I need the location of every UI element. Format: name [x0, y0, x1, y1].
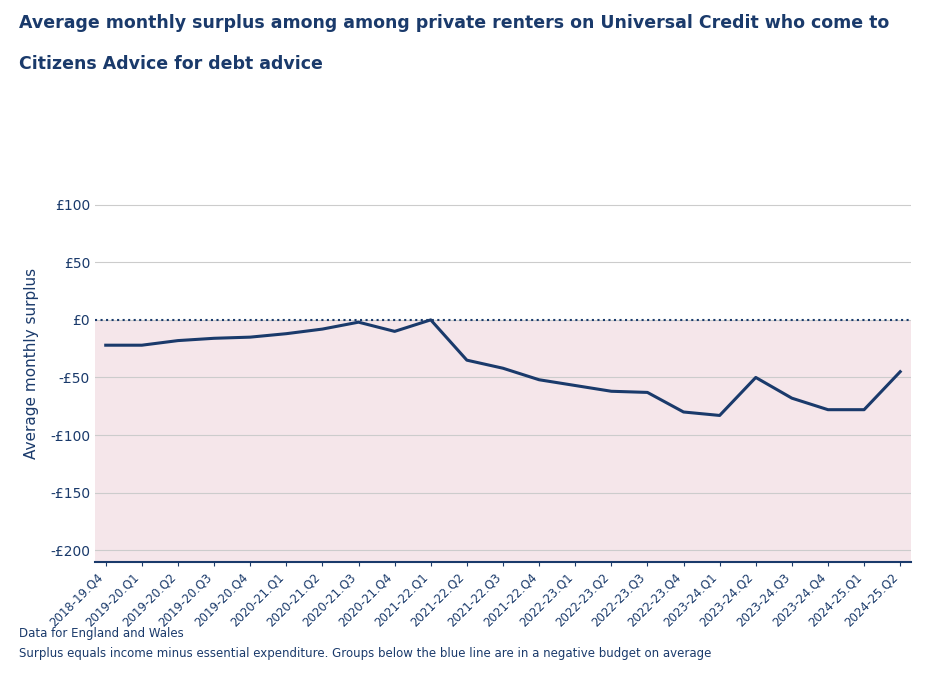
Text: Data for England and Wales: Data for England and Wales: [19, 627, 184, 640]
Text: Citizens Advice for debt advice: Citizens Advice for debt advice: [19, 55, 323, 73]
Text: Surplus equals income minus essential expenditure. Groups below the blue line ar: Surplus equals income minus essential ex…: [19, 647, 712, 660]
Bar: [95, 320, 911, 562]
Text: Average monthly surplus among among private renters on Universal Credit who come: Average monthly surplus among among priv…: [19, 14, 889, 32]
Y-axis label: Average monthly surplus: Average monthly surplus: [24, 267, 39, 459]
